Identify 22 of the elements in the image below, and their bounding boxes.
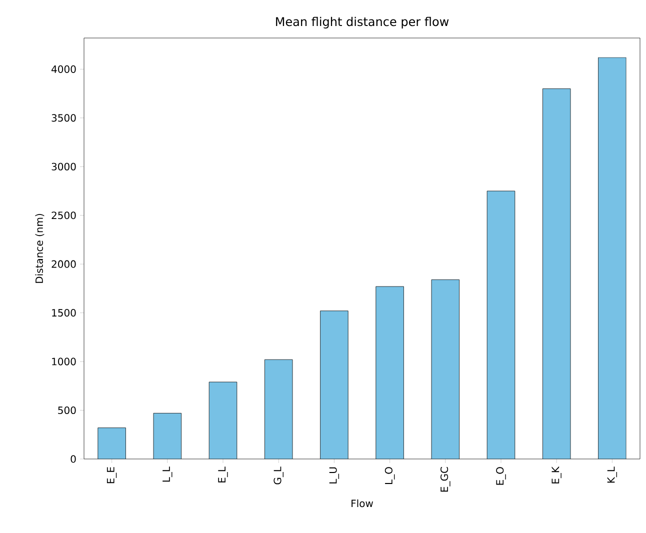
x-tick-label: G_L bbox=[274, 466, 284, 484]
y-tick-label: 500 bbox=[58, 406, 76, 414]
y-tick-label: 1500 bbox=[52, 309, 76, 317]
x-tick-label: L_U bbox=[329, 467, 340, 484]
x-tick-label: E_E bbox=[106, 467, 117, 484]
x-tick-label: E_GC bbox=[440, 467, 450, 492]
chart-title: Mean flight distance per flow bbox=[276, 16, 449, 28]
y-tick-label: 4000 bbox=[52, 65, 76, 73]
y-tick-label: 0 bbox=[70, 455, 76, 463]
y-tick-label: 2500 bbox=[52, 212, 76, 220]
x-tick-label: L_L bbox=[162, 466, 172, 482]
x-tick-label: E_K bbox=[552, 466, 562, 484]
x-tick-label: L_O bbox=[384, 467, 395, 484]
y-tick-label: 3000 bbox=[52, 162, 76, 170]
y-tick-label: 2000 bbox=[52, 260, 76, 268]
x-tick-label: E_L bbox=[218, 466, 228, 482]
x-tick-label: E_O bbox=[496, 467, 506, 485]
y-tick-label: 3500 bbox=[52, 114, 76, 122]
x-tick-label: K_L bbox=[607, 466, 618, 483]
y-tick-label: 1000 bbox=[52, 358, 76, 366]
x-axis-title: Flow bbox=[352, 499, 373, 508]
y-axis-title: Distance (nm) bbox=[35, 214, 44, 283]
